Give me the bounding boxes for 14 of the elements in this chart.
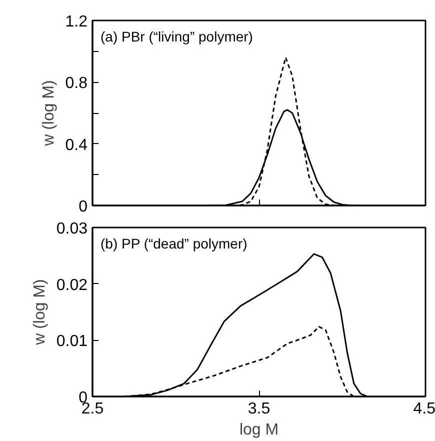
x-tick-label: 3.5 [248,400,270,418]
y-tick-label: 0.03 [56,220,88,238]
y-tick-label: 0.01 [56,333,88,350]
y-tick-label: 0.02 [56,276,88,294]
annotation: (a) PBr (“living” polymer) [100,28,253,44]
annotation: (b) PP (“dead” polymer) [100,236,248,252]
y-tick-label: 0 [78,198,88,216]
y-axis-title: w (log M) [31,279,48,346]
x-axis-title: log M [239,422,279,438]
y-axis-title: w (log M) [40,80,58,147]
y-tick-label: 0.4 [65,136,88,154]
x-tick-label: 4.5 [413,400,435,418]
y-tick-label: 0.8 [65,75,88,92]
y-tick-label: 1.2 [65,14,88,30]
